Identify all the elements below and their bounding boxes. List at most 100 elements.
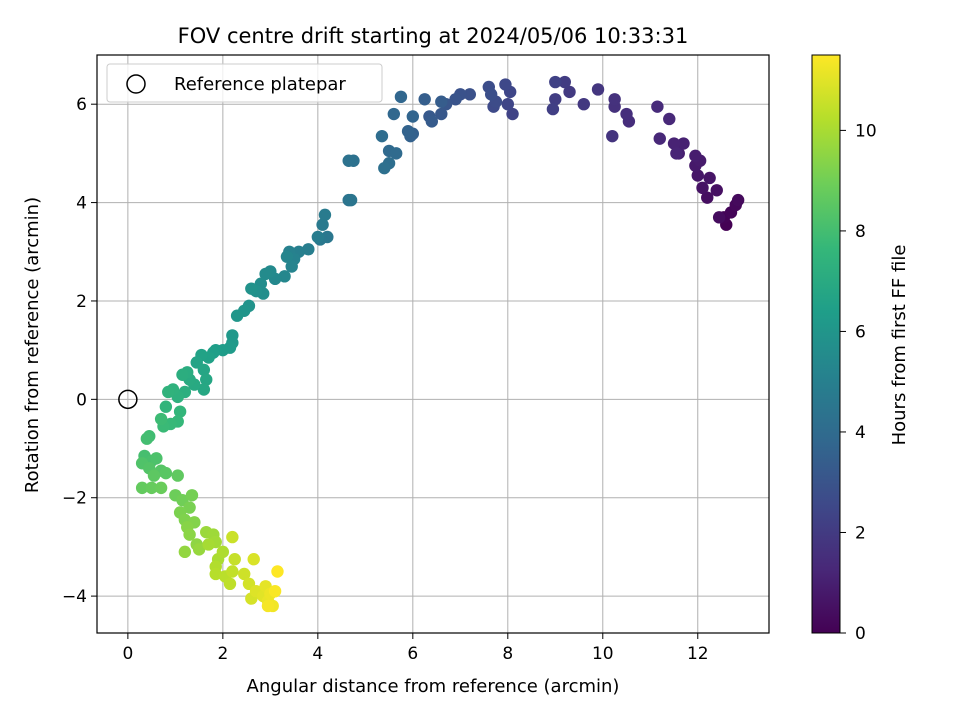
colorbar-label: Hours from first FF file (889, 245, 910, 446)
data-point (202, 538, 215, 551)
data-point (216, 545, 230, 559)
legend: Reference platepar (106, 63, 383, 103)
data-point (145, 481, 158, 495)
data-point (484, 88, 498, 101)
data-point (394, 90, 408, 104)
data-point (501, 97, 514, 111)
data-point (677, 137, 690, 150)
data-point (183, 501, 196, 514)
data-point (159, 400, 173, 413)
data-point (375, 129, 389, 143)
data-point (653, 132, 666, 145)
data-point (425, 115, 439, 128)
y-tick-label: −2 (62, 489, 87, 509)
x-tick-label: 6 (407, 644, 418, 664)
chart-title: FOV centre drift starting at 2024/05/06 … (178, 24, 689, 48)
y-tick-label: 2 (76, 292, 87, 312)
data-point (185, 489, 199, 502)
data-point (238, 567, 251, 581)
data-point (259, 267, 272, 281)
data-point (285, 260, 298, 273)
x-axis-label: Angular distance from reference (arcmin) (247, 676, 620, 697)
data-point (712, 211, 726, 224)
data-point (691, 169, 704, 182)
data-point (731, 193, 745, 207)
colorbar-tick-label: 10 (855, 121, 877, 141)
data-point (591, 83, 605, 96)
data-point (228, 553, 241, 566)
data-point (280, 250, 294, 263)
data-point (140, 432, 154, 445)
data-point (606, 129, 619, 143)
x-tick-label: 4 (312, 644, 323, 664)
reference-point (118, 389, 138, 410)
data-point (435, 95, 448, 108)
data-point (209, 567, 222, 581)
data-point (226, 565, 239, 578)
colorbar-tick-label: 8 (855, 222, 866, 242)
data-point (689, 149, 702, 163)
data-point (418, 93, 431, 106)
data-point (147, 469, 161, 482)
colorbar: 0 2 4 6 8 10 (811, 54, 877, 644)
data-point (378, 161, 391, 175)
data-point (271, 565, 284, 578)
data-point (278, 270, 291, 283)
data-point (247, 553, 260, 566)
x-tick-label: 10 (592, 644, 614, 664)
data-point (230, 309, 244, 322)
data-point (663, 112, 676, 126)
data-point (670, 147, 683, 160)
x-tick-label: 0 (122, 644, 133, 664)
data-point (176, 368, 189, 381)
colorbar-tick-label: 2 (855, 523, 866, 543)
data-point (389, 147, 403, 160)
data-point (344, 193, 358, 207)
data-point (563, 85, 576, 99)
data-point (311, 230, 325, 244)
data-point (549, 75, 562, 89)
x-tick-label: 12 (687, 644, 709, 664)
data-point (703, 171, 716, 185)
data-point (696, 181, 709, 195)
data-point (667, 137, 681, 150)
data-point (245, 282, 258, 295)
data-point (316, 218, 329, 231)
data-point (159, 466, 173, 480)
data-point (387, 107, 401, 121)
data-point (546, 102, 560, 116)
data-point (577, 97, 590, 111)
data-point (435, 107, 448, 121)
x-tick-label: 8 (502, 644, 513, 664)
data-point (506, 107, 519, 121)
data-point (135, 481, 149, 495)
data-point (701, 191, 714, 204)
data-point (197, 383, 211, 396)
x-tick-label: 2 (217, 644, 228, 664)
y-tick-label: −4 (62, 587, 87, 607)
data-point (608, 93, 621, 106)
data-point (192, 543, 206, 556)
colorbar-scale (811, 54, 841, 634)
data-point (342, 154, 355, 167)
data-point (549, 93, 562, 106)
y-axis-label: Rotation from reference (arcmin) (22, 197, 43, 493)
data-point (499, 78, 512, 91)
data-point (173, 405, 187, 418)
data-point (302, 243, 315, 256)
data-point (449, 93, 462, 106)
data-point (401, 125, 415, 138)
data-point (268, 584, 282, 598)
data-point (710, 184, 723, 197)
data-point (318, 208, 332, 222)
data-point (162, 385, 175, 399)
data-point (463, 88, 477, 101)
data-point (178, 545, 192, 559)
legend-marker-icon (126, 74, 146, 94)
legend-box (106, 63, 383, 103)
data-point (226, 530, 239, 544)
data-point (223, 577, 237, 591)
data-point (651, 100, 664, 113)
data-point (150, 452, 163, 465)
